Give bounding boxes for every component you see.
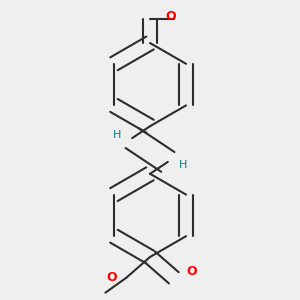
Text: O: O [106, 271, 117, 284]
Text: O: O [186, 266, 197, 278]
Text: H: H [113, 130, 122, 140]
Text: H: H [178, 160, 187, 170]
Text: O: O [166, 10, 176, 23]
